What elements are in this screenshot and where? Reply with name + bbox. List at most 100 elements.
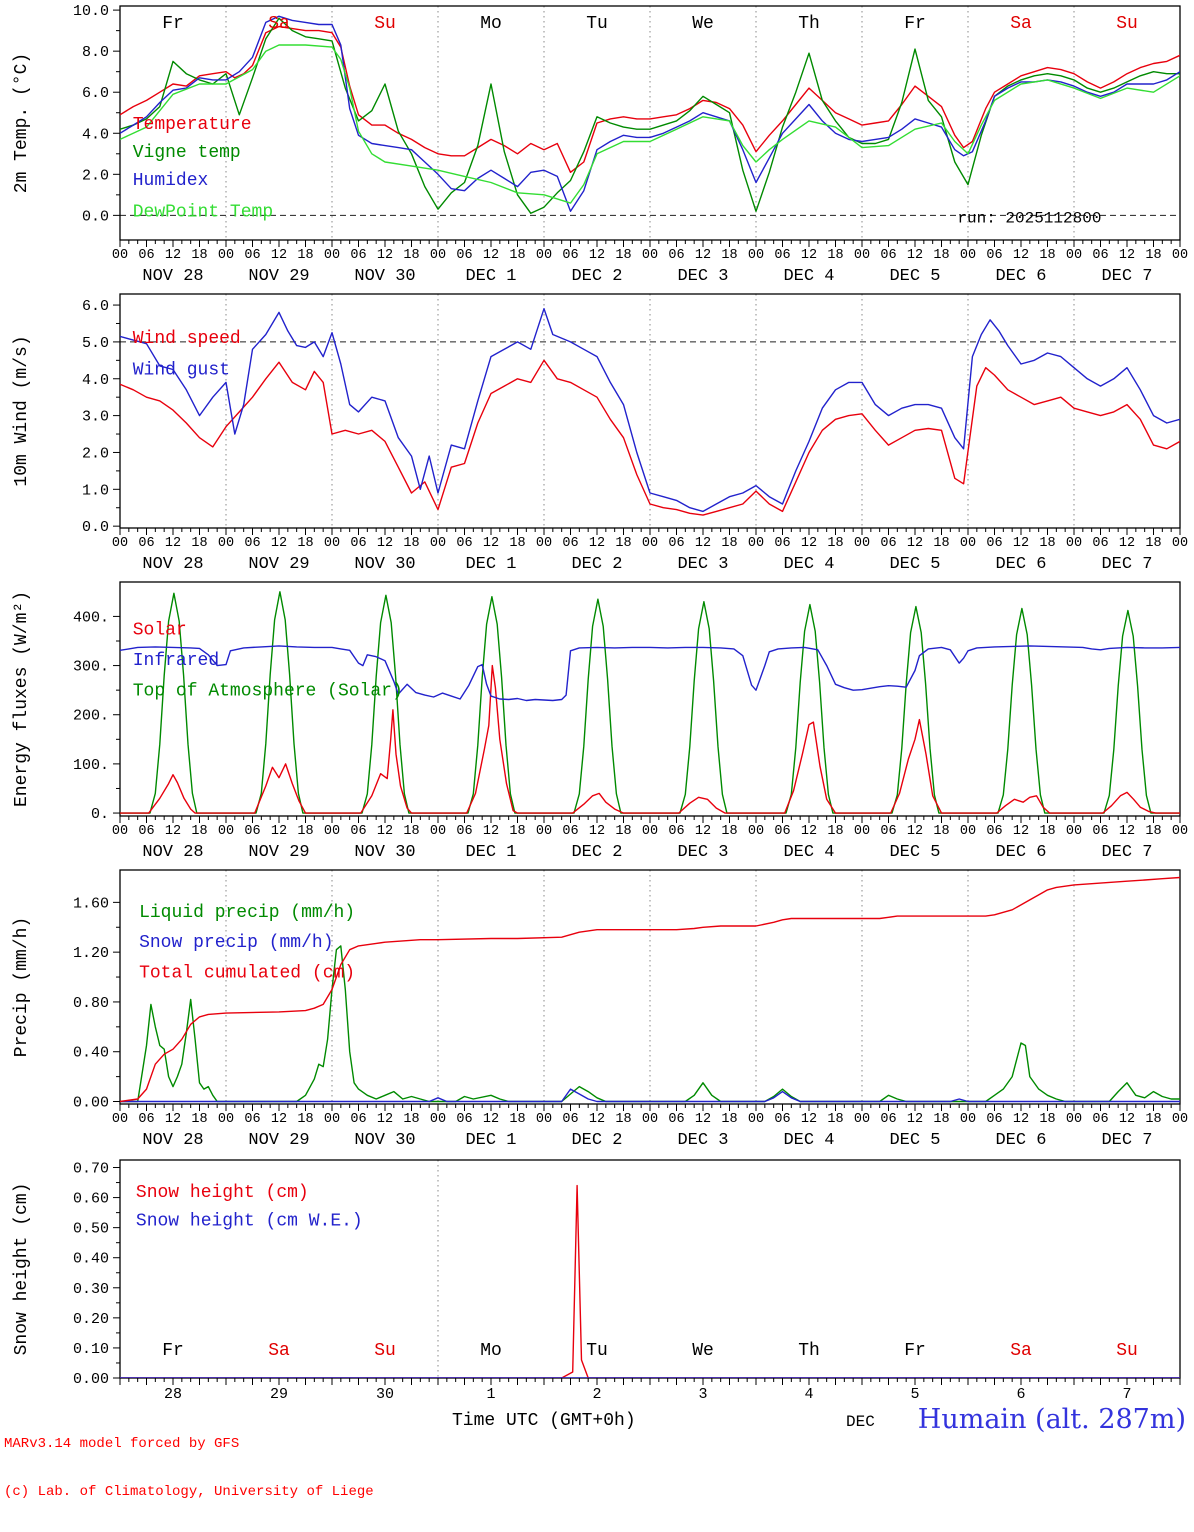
y-tick-label: 300. [73,659,109,676]
hour-tick-label: 06 [880,536,896,551]
y-tick-label: 0.60 [73,1191,109,1208]
hour-tick-label: 12 [1119,248,1135,263]
hour-tick-label: 12 [1119,536,1135,551]
y-tick-label: 0.00 [73,1095,109,1112]
weekday-label: Fr [904,1341,926,1361]
hour-tick-label: 12 [1119,824,1135,839]
weekday-label: Fr [904,14,926,34]
y-tick-label: 1.0 [82,482,109,499]
energy-fluxes-plot: 00 06 12 18 00 06 12 18 00 06 12 18 00 06 12 18 00 06 12 18… [12,581,1188,862]
y-tick-label: 3.0 [82,409,109,426]
weekday-label: Th [798,1341,820,1361]
hour-tick-label: 18 [403,824,419,839]
hour-tick-label: 00 [218,1112,234,1127]
day-number-label: 3 [698,1386,707,1403]
precipitation-chart: 00 06 12 18 00 06 12 18 00 06 12 18 00 06 12 18 00 06 12 18… [12,869,1188,1150]
y-tick-label: 8.0 [82,44,109,61]
hour-tick-label: 00 [430,536,446,551]
hour-tick-label: 12 [483,248,499,263]
day-number-label: 4 [804,1386,813,1403]
hour-tick-label: 12 [271,824,287,839]
date-label: NOV 29 [248,1131,309,1150]
hour-tick-label: 00 [748,824,764,839]
weekday-label: Sa [1010,1341,1032,1361]
hour-tick-label: 12 [801,824,817,839]
day-number-label: 28 [164,1386,182,1403]
hour-tick-label: 06 [668,536,684,551]
y-axis-title: 10m Wind (m/s) [12,335,32,486]
hour-tick-label: 00 [218,824,234,839]
series-total-cumulated [120,876,1180,1103]
time-axis-label: Time UTC (GMT+0h) [452,1411,636,1431]
y-tick-label: 1.60 [73,895,109,912]
hour-tick-label: 12 [695,536,711,551]
hour-tick-label: 12 [165,536,181,551]
y-tick-label: 0.10 [73,1341,109,1358]
hour-tick-label: 12 [1013,824,1029,839]
snow-height-chart: 28 29 30 1 2 3 4 5 6 7 0.00 0.10 0.20 0.30 0.40 0.50 0.6… [12,1159,1181,1403]
hour-tick-label: 00 [854,536,870,551]
hour-tick-label: 12 [801,536,817,551]
y-axis-title: Snow height (cm) [12,1183,32,1356]
hour-tick-label: 12 [1013,536,1029,551]
month-label: DEC [846,1413,875,1431]
weekday-label: Fr [162,14,184,34]
hour-tick-label: 00 [112,536,128,551]
legend-wind-gust: Wind gust [133,361,230,381]
hour-tick-label: 18 [1039,536,1055,551]
y-tick-label: 100. [73,757,109,774]
hour-tick-label: 18 [297,824,313,839]
hour-tick-label: 06 [880,824,896,839]
hour-tick-label: 00 [430,824,446,839]
series-snow-precip [120,1088,1180,1103]
date-label: DEC 7 [1101,843,1152,862]
hour-tick-label: 06 [986,248,1002,263]
hour-tick-label: 12 [377,1112,393,1127]
hour-tick-label: 00 [642,536,658,551]
weekday-label: Su [374,1341,396,1361]
date-label: DEC 4 [783,843,834,862]
y-axis-title: Energy fluxes (W/m²) [12,591,32,807]
hour-tick-label: 12 [1013,248,1029,263]
weekday-label: We [692,1341,714,1361]
date-label: DEC 5 [889,267,940,286]
footer: MARv3.14 model forced by GFS (c) Lab. of… [0,1404,1194,1500]
hour-tick-label: 12 [589,536,605,551]
legend-solar: Solar [133,621,187,641]
hour-tick-label: 12 [1013,1112,1029,1127]
date-label: DEC 7 [1101,1131,1152,1150]
date-label: DEC 4 [783,1131,834,1150]
hour-tick-label: 12 [907,536,923,551]
hour-tick-label: 12 [377,536,393,551]
date-label: DEC 7 [1101,267,1152,286]
hour-tick-label: 06 [986,536,1002,551]
legend-dewpoint-temp: DewPoint Temp [133,203,273,223]
y-tick-label: 6.0 [82,298,109,315]
hour-tick-label: 00 [854,248,870,263]
series-humidex [120,15,1180,213]
y-tick-label: 6.0 [82,85,109,102]
hour-tick-label: 12 [589,824,605,839]
series-solar [120,664,1180,814]
hour-tick-label: 18 [1145,536,1161,551]
hour-tick-label: 18 [403,1112,419,1127]
hour-tick-label: 00 [112,1112,128,1127]
date-label: DEC 2 [571,555,622,574]
date-label: DEC 2 [571,1131,622,1150]
hour-tick-label: 00 [960,824,976,839]
day-number-label: 5 [910,1386,919,1403]
hour-tick-label: 18 [191,1112,207,1127]
model-credit: MARv3.14 model forced by GFS [4,1436,240,1452]
hour-tick-label: 12 [801,1112,817,1127]
station-label: Humain (alt. 287m) [917,1404,1186,1435]
hour-tick-label: 18 [509,824,525,839]
y-tick-label: 0.0 [82,519,109,536]
hour-tick-label: 00 [1066,1112,1082,1127]
hour-tick-label: 06 [880,1112,896,1127]
hour-tick-label: 06 [350,536,366,551]
weekday-label: Mo [480,1341,502,1361]
hour-tick-label: 18 [509,248,525,263]
hour-tick-label: 00 [960,536,976,551]
hour-tick-label: 18 [403,248,419,263]
hour-tick-label: 12 [483,824,499,839]
